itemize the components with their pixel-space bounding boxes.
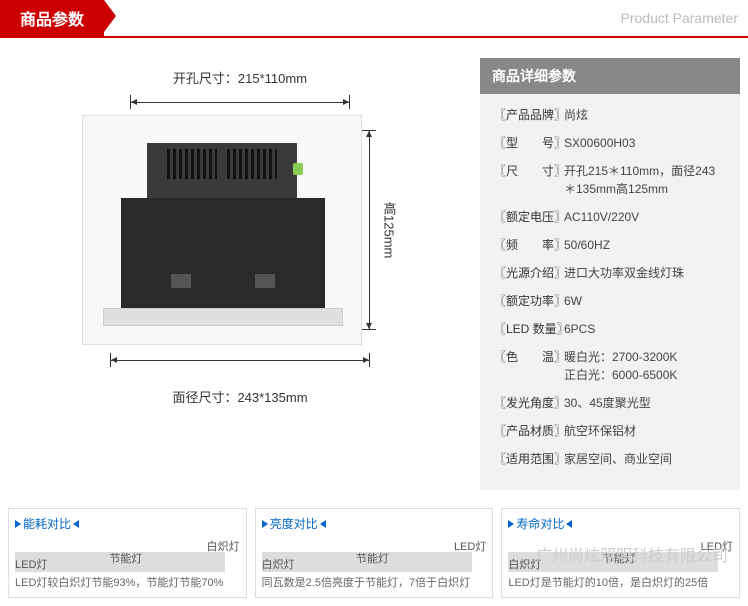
spec-row: 〖产品材质〗航空环保铝材: [494, 422, 726, 440]
header-title: 商品参数: [0, 0, 104, 36]
spec-value: 家居空间、商业空间: [564, 450, 726, 468]
spec-label: 〖尺 寸〗: [494, 162, 564, 198]
spec-row: 〖光源介绍〗进口大功率双金线灯珠: [494, 264, 726, 282]
spec-value: 开孔215＊110mm，面径243＊135mm高125mm: [564, 162, 726, 198]
spec-value: 航空环保铝材: [564, 422, 726, 440]
dimension-line-vertical: [362, 130, 376, 330]
compare-desc: 同瓦数是2.5倍亮度于节能灯，7倍于白炽灯: [262, 576, 487, 591]
compare-title: 寿命对比: [508, 515, 733, 532]
compare-wedge-label: 白炽灯: [207, 538, 240, 554]
spec-row: 〖额定功率〗6W: [494, 292, 726, 310]
spec-row: 〖LED 数量〗6PCS: [494, 320, 726, 338]
comparison-row: 能耗对比LED灯节能灯白炽灯LED灯较白炽灯节能93%，节能灯节能70%亮度对比…: [0, 500, 748, 606]
spec-row: 〖型 号〗SX00600H03: [494, 134, 726, 152]
spec-label: 〖发光角度〗: [494, 394, 564, 412]
spec-label: 〖型 号〗: [494, 134, 564, 152]
dimension-top-label: 开孔尺寸：215*110mm: [173, 68, 307, 87]
compare-wedge-label: 白炽灯: [262, 556, 295, 572]
spec-value: AC110V/220V: [564, 208, 726, 226]
spec-label: 〖光源介绍〗: [494, 264, 564, 282]
compare-wedge-label: LED灯: [454, 538, 486, 554]
spec-panel-title: 商品详细参数: [480, 58, 740, 94]
spec-value: 6PCS: [564, 320, 726, 338]
compare-wedge-label: 节能灯: [356, 550, 389, 566]
main-content: 开孔尺寸：215*110mm 高125mm 面径尺寸：243*135mm 商品详…: [0, 38, 748, 500]
compare-wedge-label: 节能灯: [603, 550, 636, 566]
spec-value: 50/60HZ: [564, 236, 726, 254]
spec-label: 〖额定电压〗: [494, 208, 564, 226]
dimension-line-horizontal-bottom: [110, 353, 370, 367]
product-diagram: 开孔尺寸：215*110mm 高125mm 面径尺寸：243*135mm: [0, 38, 480, 500]
compare-wedge-label: 白炽灯: [508, 556, 541, 572]
spec-label: 〖LED 数量〗: [494, 320, 564, 338]
compare-wedge: 白炽灯 节能灯 LED灯: [508, 538, 733, 572]
spec-value: 暖白光：2700-3200K 正白光：6000-6500K: [564, 348, 726, 384]
spec-row: 〖额定电压〗AC110V/220V: [494, 208, 726, 226]
compare-wedge-label: 节能灯: [109, 550, 142, 566]
dimension-bottom-label: 面径尺寸：243*135mm: [172, 387, 307, 406]
compare-box: 寿命对比白炽灯 节能灯 LED灯 LED灯是节能灯的10倍，是白炽灯的25倍: [501, 508, 740, 598]
spec-label: 〖产品品牌〗: [494, 106, 564, 124]
spec-panel: 商品详细参数 〖产品品牌〗尚炫〖型 号〗SX00600H03〖尺 寸〗开孔215…: [480, 58, 740, 490]
spec-row: 〖产品品牌〗尚炫: [494, 106, 726, 124]
spec-label: 〖产品材质〗: [494, 422, 564, 440]
compare-desc: LED灯是节能灯的10倍，是白炽灯的25倍: [508, 576, 733, 591]
dimension-right-label: 高125mm: [380, 202, 399, 258]
spec-value: 30、45度聚光型: [564, 394, 726, 412]
compare-wedge: 白炽灯 节能灯 LED灯: [262, 538, 487, 572]
dimension-line-horizontal: [130, 95, 350, 109]
spec-row: 〖适用范围〗家居空间、商业空间: [494, 450, 726, 468]
spec-label: 〖额定功率〗: [494, 292, 564, 310]
header-subtitle: Product Parameter: [621, 10, 748, 26]
spec-list: 〖产品品牌〗尚炫〖型 号〗SX00600H03〖尺 寸〗开孔215＊110mm，…: [480, 94, 740, 490]
spec-label: 〖适用范围〗: [494, 450, 564, 468]
spec-value: 进口大功率双金线灯珠: [564, 264, 726, 282]
compare-box: 能耗对比 LED灯 节能灯 白炽灯 LED灯较白炽灯节能93%，节能灯节能70%: [8, 508, 247, 598]
spec-row: 〖发光角度〗30、45度聚光型: [494, 394, 726, 412]
spec-row: 〖尺 寸〗开孔215＊110mm，面径243＊135mm高125mm: [494, 162, 726, 198]
spec-value: 尚炫: [564, 106, 726, 124]
spec-value: 6W: [564, 292, 726, 310]
compare-box: 亮度对比白炽灯 节能灯 LED灯同瓦数是2.5倍亮度于节能灯，7倍于白炽灯: [255, 508, 494, 598]
compare-wedge: LED灯 节能灯 白炽灯: [15, 538, 240, 572]
header: 商品参数 Product Parameter: [0, 0, 748, 38]
spec-value: SX00600H03: [564, 134, 726, 152]
compare-title: 能耗对比: [15, 515, 240, 532]
compare-wedge-label: LED灯: [15, 556, 47, 572]
compare-desc: LED灯较白炽灯节能93%，节能灯节能70%: [15, 576, 240, 591]
compare-title: 亮度对比: [262, 515, 487, 532]
spec-row: 〖色 温〗暖白光：2700-3200K 正白光：6000-6500K: [494, 348, 726, 384]
product-image: [82, 115, 362, 345]
spec-row: 〖频 率〗50/60HZ: [494, 236, 726, 254]
spec-label: 〖色 温〗: [494, 348, 564, 384]
spec-label: 〖频 率〗: [494, 236, 564, 254]
compare-wedge-label: LED灯: [701, 538, 733, 554]
